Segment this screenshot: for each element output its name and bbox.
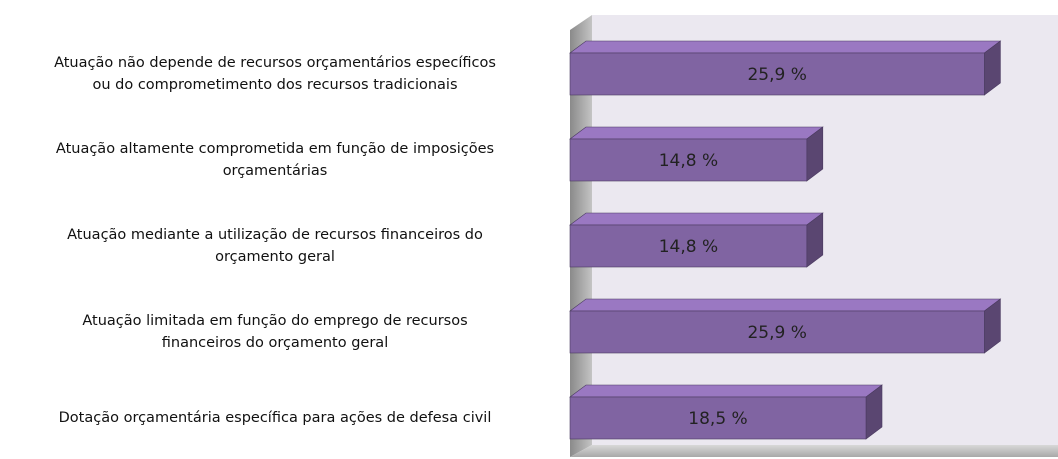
- category-label: Atuação não depende de recursos orçament…: [54, 55, 496, 93]
- bar: [569, 396, 867, 440]
- bar-top: [569, 298, 1002, 312]
- bar-top: [569, 126, 824, 140]
- value-label: 18,5 %: [688, 409, 747, 429]
- category-label: Atuação altamente comprometida em função…: [55, 141, 495, 179]
- bar-top: [569, 212, 824, 226]
- category-label: Atuação mediante a utilização de recurso…: [67, 227, 483, 265]
- value-label: 14,8 %: [659, 237, 718, 257]
- bar: [569, 310, 985, 354]
- value-label: 25,9 %: [747, 323, 806, 343]
- floor: [570, 445, 1058, 457]
- bar: [569, 224, 808, 268]
- bar: [569, 138, 808, 182]
- bar: [569, 52, 985, 96]
- category-label: Atuação limitada em função do emprego de…: [82, 313, 468, 351]
- value-label: 14,8 %: [659, 151, 718, 171]
- bar-top: [569, 384, 883, 398]
- bar-top: [569, 40, 1002, 54]
- value-label: 25,9 %: [747, 65, 806, 85]
- category-label: Dotação orçamentária específica para açõ…: [58, 410, 492, 426]
